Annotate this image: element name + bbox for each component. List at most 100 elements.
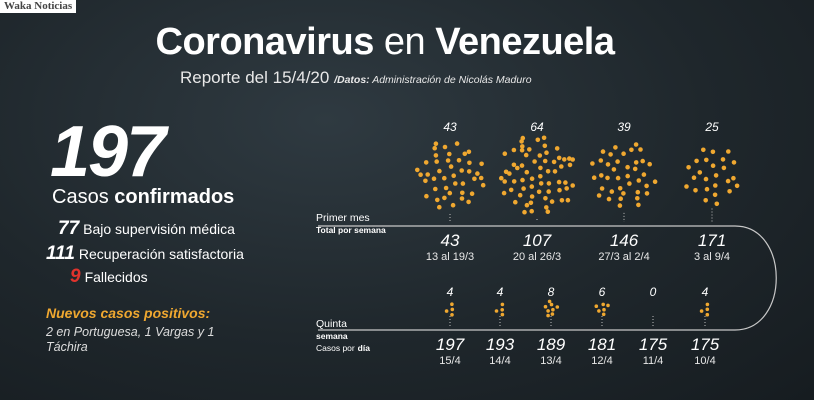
case-dot xyxy=(478,175,484,181)
daily-cumulative-label: 197 xyxy=(436,335,465,354)
daily-case-cluster xyxy=(699,302,710,317)
case-dot xyxy=(547,299,552,304)
case-dot xyxy=(551,159,557,165)
case-dot xyxy=(511,147,517,153)
weekly-category-label: 27/3 al 2/4 xyxy=(598,251,649,263)
case-dot xyxy=(731,160,737,165)
case-dot xyxy=(599,186,605,191)
weekly-cumulative-label: 107 xyxy=(523,231,552,250)
case-dot xyxy=(423,178,428,184)
daily-case-cluster xyxy=(594,302,610,317)
daily-category-label: 13/4 xyxy=(540,355,561,367)
case-dot xyxy=(617,203,623,208)
case-dot xyxy=(694,158,699,164)
case-dot xyxy=(550,312,555,316)
report-date: 15/4/20 xyxy=(272,68,330,87)
case-dot xyxy=(450,307,455,312)
case-dot xyxy=(625,173,630,179)
daily-category-label: 10/4 xyxy=(694,355,715,367)
case-dot xyxy=(613,145,618,150)
case-dot xyxy=(564,186,569,191)
case-dot xyxy=(450,202,456,208)
case-dot xyxy=(529,208,534,214)
daily-label-line2: semana xyxy=(316,331,348,341)
case-dot xyxy=(618,196,623,201)
stat-recovery-label: Recuperación satisfactoria xyxy=(78,246,244,262)
case-dot xyxy=(442,175,447,181)
case-dot xyxy=(494,309,499,313)
case-dot xyxy=(480,182,486,188)
case-dot xyxy=(515,165,520,171)
case-dot xyxy=(644,183,649,189)
case-dot xyxy=(632,166,638,172)
case-dot xyxy=(502,151,508,156)
source-text: Administración de Nicolás Maduro xyxy=(372,74,532,86)
case-dot xyxy=(635,196,640,201)
report-label: Reporte del xyxy=(180,68,268,87)
case-dot xyxy=(437,204,442,210)
case-dot xyxy=(537,153,543,158)
case-dot xyxy=(596,193,602,198)
case-dot xyxy=(615,159,620,164)
weekly-cumulative-label: 43 xyxy=(441,231,460,250)
case-dot xyxy=(542,158,548,164)
case-dot xyxy=(684,184,689,189)
case-dot xyxy=(556,155,562,161)
case-dot xyxy=(713,173,719,178)
case-dot xyxy=(731,175,736,181)
case-dot xyxy=(602,307,606,312)
case-dot xyxy=(714,201,720,207)
case-dot xyxy=(608,152,613,157)
case-dot xyxy=(475,171,480,176)
case-dot xyxy=(538,165,543,171)
case-dot xyxy=(570,183,575,188)
case-dot xyxy=(644,191,650,196)
daily-category-label: 12/4 xyxy=(591,355,612,367)
case-dot xyxy=(543,196,548,201)
daily-cumulative-label: 175 xyxy=(639,335,668,354)
case-dot xyxy=(606,303,610,308)
daily-value-label: 6 xyxy=(599,285,606,299)
case-dot xyxy=(423,160,429,165)
case-dot xyxy=(549,302,554,307)
case-dot xyxy=(453,181,458,186)
new-cases-title: Nuevos casos positivos: xyxy=(46,305,211,321)
case-dot xyxy=(705,307,710,312)
case-dot xyxy=(544,205,549,210)
case-dot xyxy=(562,157,567,162)
case-dot xyxy=(652,179,658,184)
total-cases-number: 197 xyxy=(50,112,166,192)
case-dot xyxy=(469,191,475,196)
case-dot xyxy=(511,162,517,168)
case-dot xyxy=(705,312,710,317)
case-dot xyxy=(611,167,617,172)
daily-case-cluster xyxy=(444,302,455,317)
case-dot xyxy=(552,169,558,174)
case-dot xyxy=(625,164,630,170)
case-dot xyxy=(501,190,507,196)
case-dot xyxy=(450,302,454,307)
case-dot xyxy=(529,184,535,189)
case-dot xyxy=(557,187,562,193)
case-dot xyxy=(641,172,647,177)
case-dot xyxy=(520,144,525,149)
case-dot xyxy=(460,190,465,196)
case-dot xyxy=(720,157,726,162)
case-dot xyxy=(638,147,643,152)
case-dot xyxy=(559,164,564,169)
weekly-category-label: 20 al 26/3 xyxy=(513,251,561,263)
weekly-label-line1: Primer mes xyxy=(316,212,370,224)
case-dot xyxy=(503,169,509,175)
case-dot xyxy=(647,161,652,167)
case-dot xyxy=(538,181,544,186)
case-dot xyxy=(621,151,626,156)
source-prefix: /Datos: xyxy=(334,74,370,86)
case-dot xyxy=(633,142,639,147)
case-dot xyxy=(513,199,518,205)
weekly-category-label: 13 al 19/3 xyxy=(426,251,474,263)
stat-deaths-label: Fallecidos xyxy=(84,269,148,285)
case-dot xyxy=(472,176,477,182)
weekly-label-line2: Total por semana xyxy=(316,225,386,235)
case-dot xyxy=(636,202,641,208)
case-dot xyxy=(456,158,462,163)
